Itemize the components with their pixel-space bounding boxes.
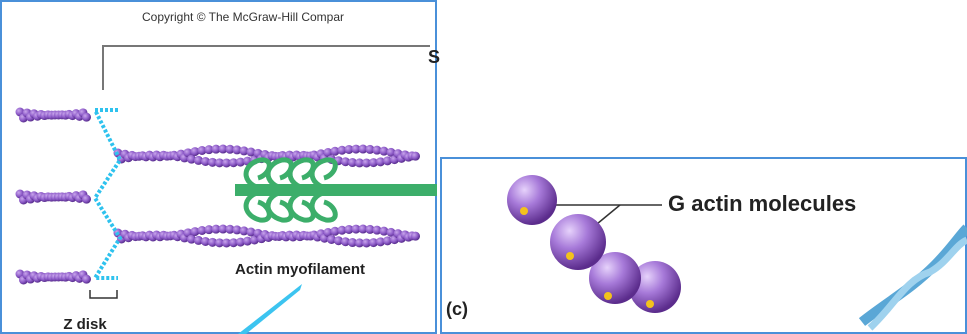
z-disk-label: Z disk bbox=[63, 316, 107, 333]
g-actin bbox=[507, 175, 557, 225]
panel-letter: (c) bbox=[446, 299, 468, 319]
bead bbox=[411, 232, 420, 241]
dot bbox=[566, 252, 574, 260]
copyright: Copyright © The McGraw-Hill Compar bbox=[142, 10, 344, 24]
diagram: Copyright © The McGraw-Hill Compar S Act… bbox=[0, 0, 967, 334]
bead bbox=[82, 113, 91, 122]
g-actin-label: G actin molecules bbox=[668, 191, 856, 216]
section-letter: S bbox=[428, 47, 440, 67]
right-panel: G actin molecules (c) bbox=[441, 158, 967, 333]
bead bbox=[82, 275, 91, 284]
left-panel: Copyright © The McGraw-Hill Compar S Act… bbox=[1, 1, 440, 334]
dot bbox=[520, 207, 528, 215]
bead bbox=[411, 152, 420, 161]
g-actin bbox=[550, 214, 606, 270]
actin-label: Actin myofilament bbox=[235, 261, 365, 278]
dot bbox=[604, 292, 612, 300]
page: Copyright © The McGraw-Hill Compar S Act… bbox=[0, 0, 967, 334]
dot bbox=[646, 300, 654, 308]
bead bbox=[82, 195, 91, 204]
